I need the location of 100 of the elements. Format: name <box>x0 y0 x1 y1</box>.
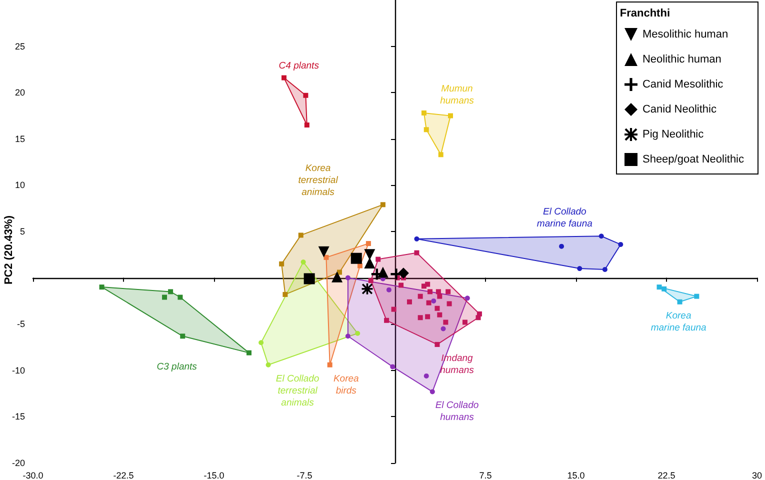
point <box>446 289 451 294</box>
point <box>598 234 604 239</box>
point <box>418 315 423 320</box>
point <box>427 289 432 294</box>
point <box>266 362 271 368</box>
point <box>426 300 432 306</box>
x-tick-label: 30 <box>752 470 762 480</box>
point <box>386 287 392 292</box>
point <box>438 152 444 158</box>
point <box>390 364 396 370</box>
point <box>324 254 329 260</box>
y-tick-label: -10 <box>12 365 25 376</box>
y-tick-label: 5 <box>20 226 25 236</box>
y-tick-label: -5 <box>16 319 25 330</box>
series-label: El Collado humans <box>435 400 479 424</box>
y-tick-label: -20 <box>12 458 25 468</box>
point <box>376 256 381 262</box>
point <box>577 266 582 272</box>
point <box>434 342 440 347</box>
point <box>462 320 468 325</box>
point <box>476 315 481 320</box>
point <box>434 306 440 311</box>
point <box>366 241 371 246</box>
point <box>304 122 310 128</box>
point <box>437 312 442 318</box>
point <box>602 266 608 272</box>
point <box>258 340 264 346</box>
point <box>677 299 682 304</box>
point <box>398 268 409 279</box>
x-tick-label: -30.0 <box>22 470 44 480</box>
point <box>281 75 286 80</box>
x-tick-label: 22.5 <box>658 470 676 480</box>
point <box>694 294 700 299</box>
point <box>398 282 404 288</box>
x-tick-label: 15.0 <box>567 470 585 480</box>
point <box>414 236 420 242</box>
point <box>380 202 386 208</box>
point <box>303 92 308 98</box>
point <box>178 294 183 300</box>
point <box>421 110 426 116</box>
legend-title: Franchthi <box>620 8 670 20</box>
y-axis-title: PC2 (20.43%) <box>3 215 15 285</box>
text: C3 plants <box>156 361 198 372</box>
legend-label: Canid Neolithic <box>642 104 717 116</box>
point <box>350 252 362 264</box>
point <box>424 127 429 132</box>
series-label: C4 plants <box>278 60 320 72</box>
point <box>355 330 360 336</box>
point <box>327 362 332 368</box>
point <box>425 314 430 320</box>
point <box>414 250 420 256</box>
point <box>440 326 446 332</box>
point <box>246 350 252 356</box>
point <box>180 334 186 339</box>
point <box>618 242 624 247</box>
point <box>168 289 174 294</box>
x-tick-label: -15.0 <box>204 470 224 480</box>
point <box>448 113 454 118</box>
point <box>424 373 429 378</box>
point <box>364 257 376 268</box>
point <box>431 298 436 304</box>
point <box>446 301 452 306</box>
legend-label: Mesolithic human <box>642 28 728 40</box>
point <box>298 232 304 238</box>
series-label: Korea birds <box>333 373 359 396</box>
legend-label: Sheep/goat Neolithic <box>642 154 744 166</box>
series-label: El Collado terrestrial animals <box>276 373 320 408</box>
point <box>99 284 104 290</box>
point <box>368 278 374 284</box>
x-tick-label: -7.5 <box>296 470 312 480</box>
y-tick-label: -15 <box>12 412 25 422</box>
x-tick-label: -22.5 <box>113 470 134 480</box>
point <box>437 294 442 299</box>
point <box>391 306 396 312</box>
point <box>345 275 350 280</box>
x-tick-label: 7.5 <box>479 470 492 480</box>
point <box>345 334 350 339</box>
point <box>464 296 470 301</box>
point <box>358 263 363 268</box>
point <box>436 289 441 294</box>
point <box>656 284 662 290</box>
legend-label: Pig Neolithic <box>642 128 704 140</box>
point <box>418 294 423 299</box>
series-label: Korea marine fauna <box>650 310 706 334</box>
point <box>406 299 412 304</box>
point <box>304 273 315 284</box>
text: Korea terrestrial animals <box>298 163 339 198</box>
y-tick-label: 25 <box>14 41 25 52</box>
point <box>662 286 667 292</box>
point <box>430 389 435 394</box>
legend-label: Neolithic human <box>642 54 722 66</box>
point <box>384 318 390 323</box>
series-label: El Collado marine fauna <box>536 206 592 230</box>
point <box>300 260 306 265</box>
point <box>318 246 330 258</box>
legend-label: Canid Mesolithic <box>642 78 724 90</box>
point <box>425 282 430 287</box>
y-tick-label: 10 <box>14 180 25 190</box>
y-tick-label: 20 <box>14 88 25 98</box>
point <box>332 271 343 282</box>
